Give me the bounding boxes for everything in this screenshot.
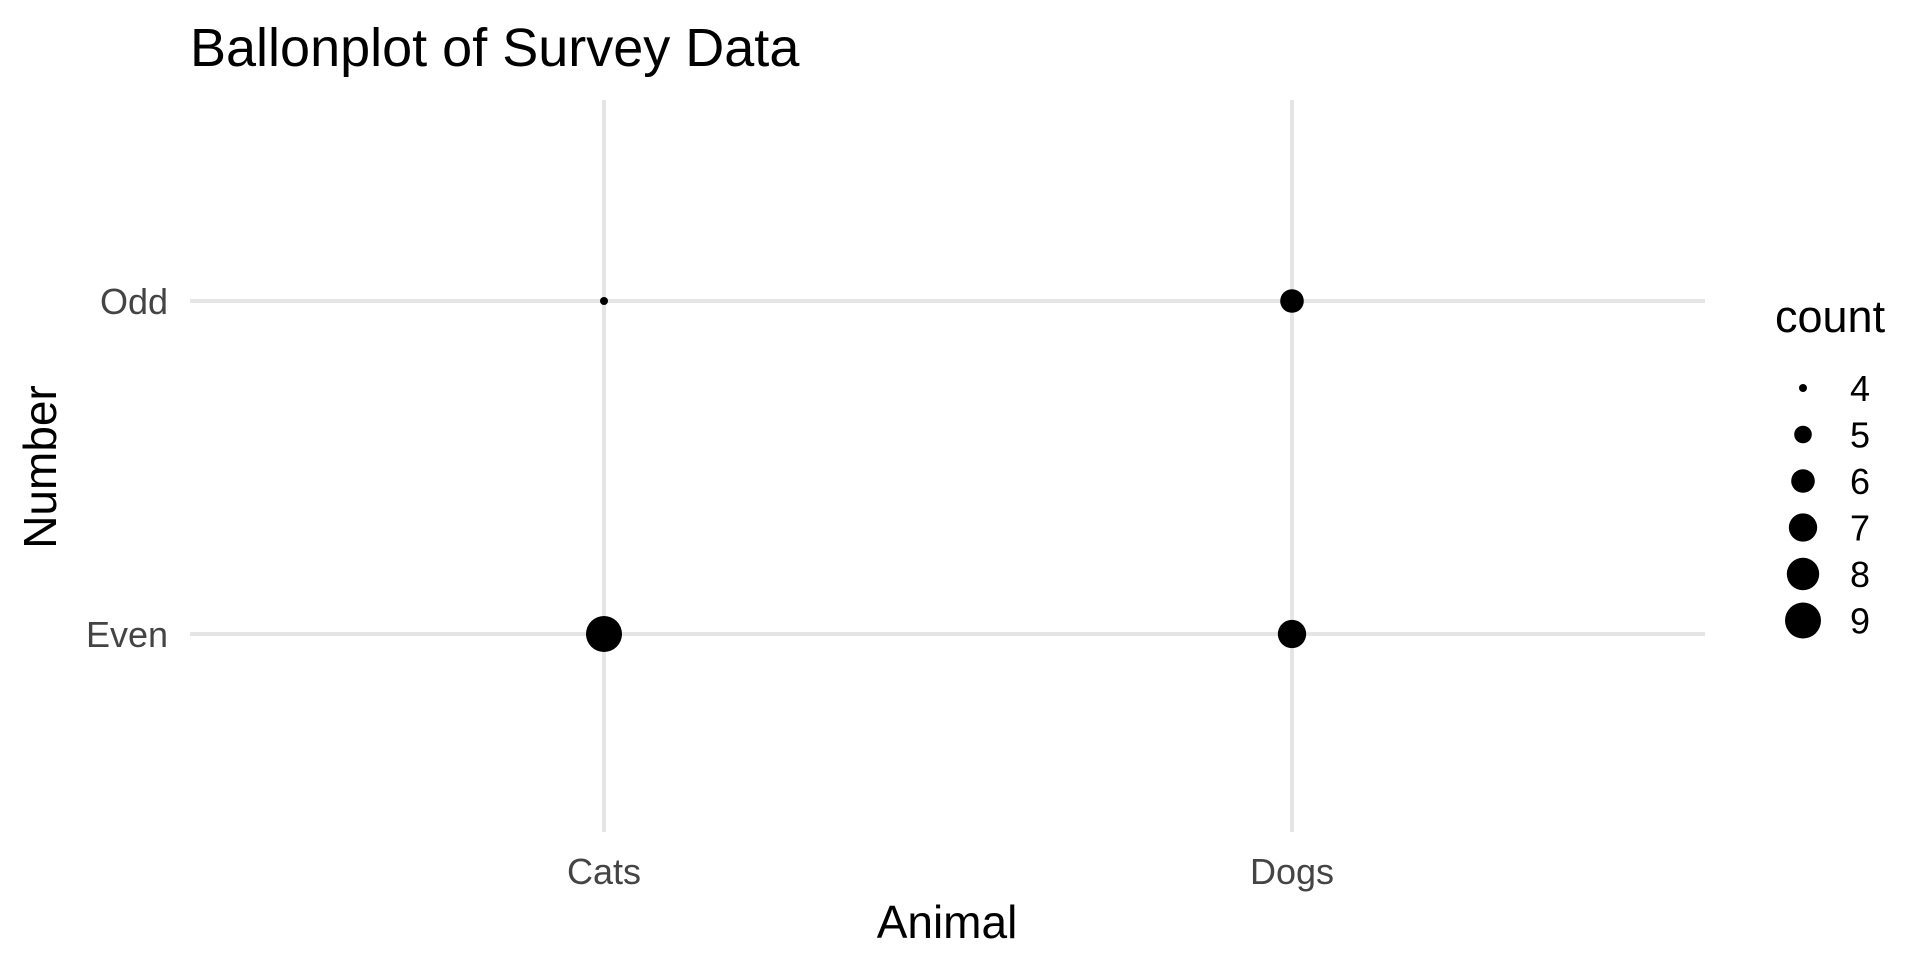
legend-key-5 <box>1794 425 1812 444</box>
chart-title: Ballonplot of Survey Data <box>190 18 800 78</box>
legend-key-9 <box>1785 602 1821 639</box>
legend-title: count <box>1775 291 1886 342</box>
x-axis-title: Animal <box>877 896 1018 948</box>
grid <box>190 100 1705 832</box>
y-tick-label-even: Even <box>86 614 168 655</box>
legend-label-8: 8 <box>1850 554 1870 595</box>
y-axis-ticks: Even Odd <box>86 281 168 655</box>
data-points <box>586 289 1307 652</box>
legend-label-7: 7 <box>1850 508 1870 549</box>
legend-key-7 <box>1788 513 1818 542</box>
legend-key-8 <box>1786 557 1820 591</box>
x-axis-ticks: Cats Dogs <box>567 851 1334 892</box>
balloon-dogs-even <box>1277 619 1307 649</box>
y-tick-label-odd: Odd <box>100 281 168 322</box>
legend-label-6: 6 <box>1850 461 1870 502</box>
balloon-cats-even <box>586 616 622 652</box>
legend-key-6 <box>1791 469 1815 493</box>
legend-label-4: 4 <box>1850 368 1870 409</box>
legend-label-9: 9 <box>1850 601 1870 642</box>
x-tick-label-dogs: Dogs <box>1250 851 1334 892</box>
y-axis-title: Number <box>14 385 66 549</box>
legend-label-5: 5 <box>1850 415 1870 456</box>
x-tick-label-cats: Cats <box>567 851 641 892</box>
balloon-cats-odd <box>600 297 608 305</box>
balloon-dogs-odd <box>1280 289 1304 313</box>
legend: count 4 5 6 7 8 9 <box>1775 291 1886 642</box>
legend-key-4 <box>1799 384 1807 392</box>
